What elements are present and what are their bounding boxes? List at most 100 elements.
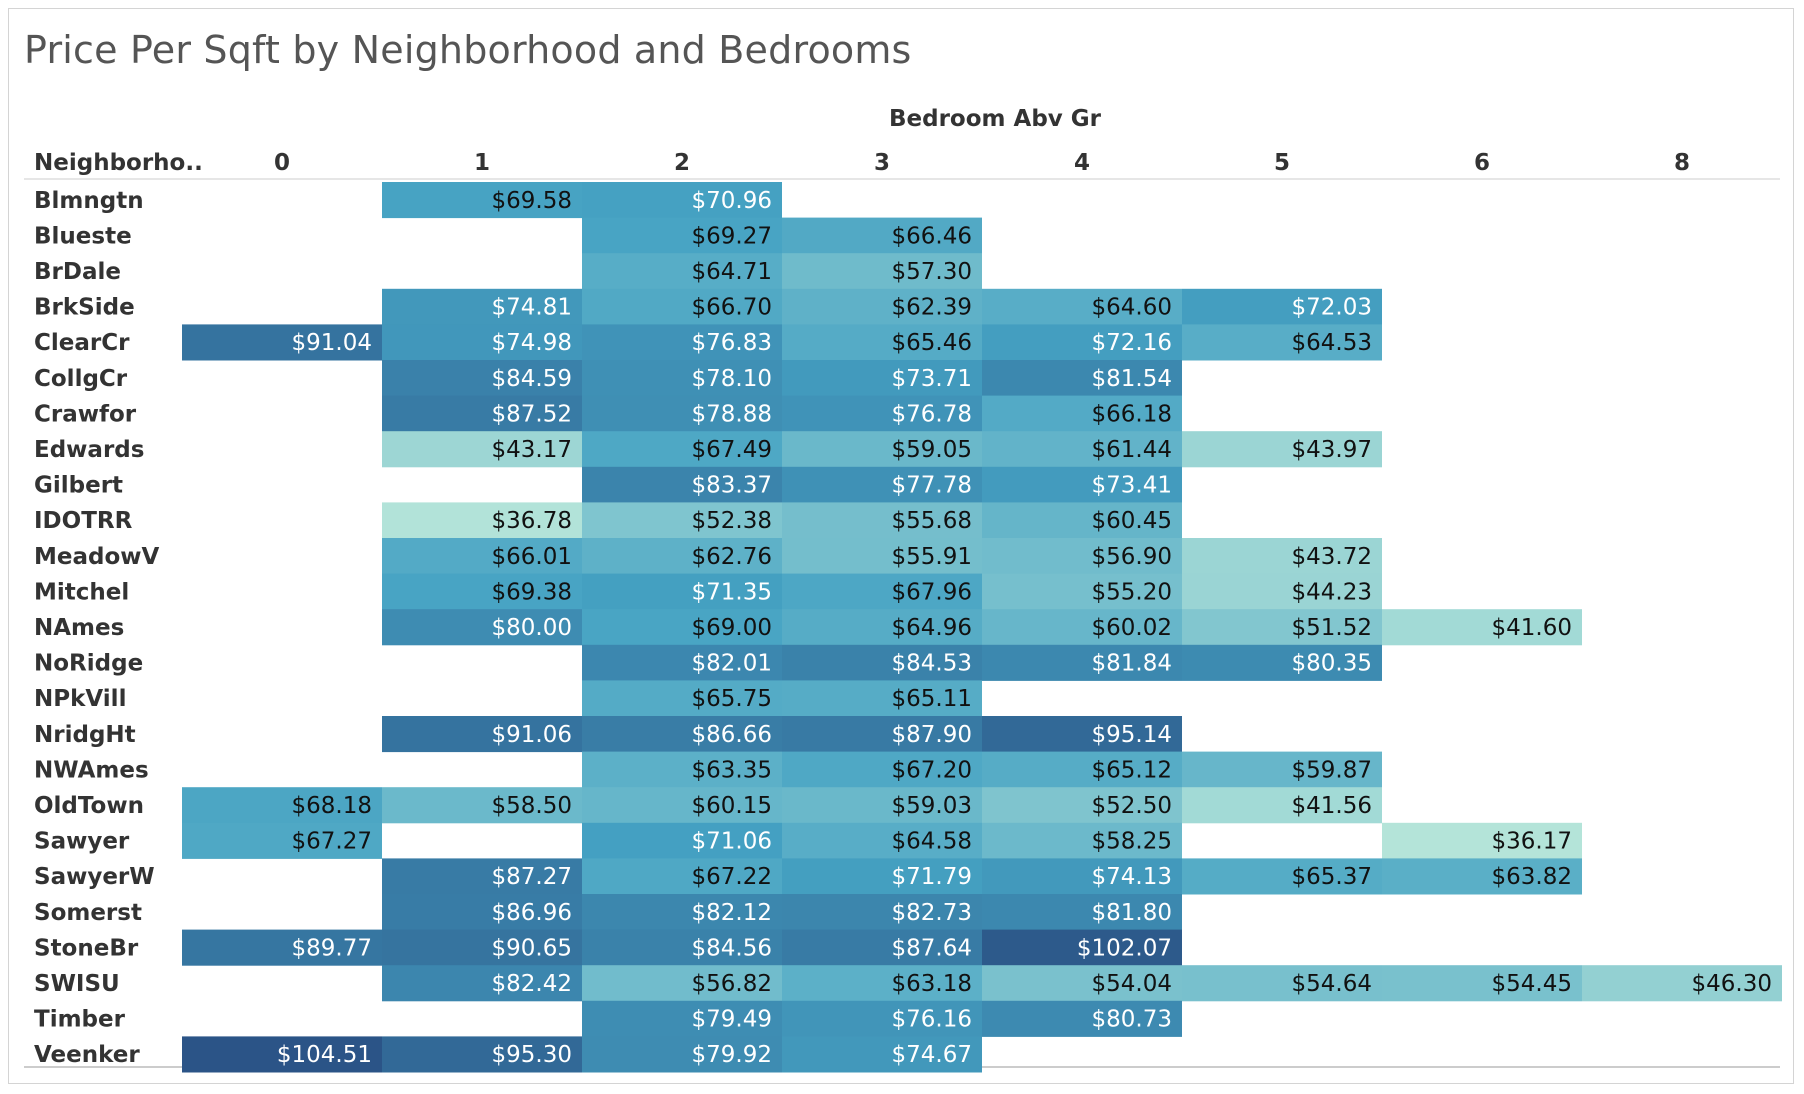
column-label: 0 bbox=[274, 150, 290, 176]
cell-value-label: $90.65 bbox=[492, 935, 572, 961]
cell-value-label: $81.84 bbox=[1092, 651, 1172, 677]
cell-value-label: $67.27 bbox=[292, 829, 372, 855]
cell-value-label: $84.53 bbox=[892, 651, 972, 677]
heatmap-cell bbox=[1182, 431, 1382, 468]
cell-value-label: $64.96 bbox=[892, 615, 972, 641]
heatmap-cell bbox=[182, 822, 382, 859]
heatmap-cell bbox=[582, 716, 782, 753]
heatmap-cell bbox=[782, 538, 982, 575]
column-label: 8 bbox=[1674, 150, 1690, 176]
row-label: Gilbert bbox=[34, 473, 123, 499]
row-label: Mitchel bbox=[34, 579, 129, 605]
cell-value-label: $73.41 bbox=[1092, 473, 1172, 499]
row-label: NoRidge bbox=[34, 651, 143, 677]
heatmap-cell bbox=[582, 751, 782, 788]
cell-value-label: $36.17 bbox=[1492, 829, 1572, 855]
heatmap-cell bbox=[382, 894, 582, 931]
heatmap-cell bbox=[182, 929, 382, 966]
heatmap-cell bbox=[782, 324, 982, 361]
heatmap-cell bbox=[782, 253, 982, 290]
heatmap-cell bbox=[782, 680, 982, 717]
cell-value-label: $43.97 bbox=[1292, 437, 1372, 463]
heatmap-cell bbox=[582, 253, 782, 290]
heatmap-cell bbox=[982, 787, 1182, 824]
cell-value-label: $65.37 bbox=[1292, 864, 1372, 890]
heatmap-cell bbox=[582, 360, 782, 397]
cell-value-label: $69.58 bbox=[492, 188, 572, 214]
heatmap-cell bbox=[1182, 573, 1382, 610]
cell-value-label: $63.18 bbox=[892, 971, 972, 997]
cell-value-label: $54.64 bbox=[1292, 971, 1372, 997]
cell-value-label: $82.42 bbox=[492, 971, 572, 997]
cell-value-label: $51.52 bbox=[1292, 615, 1372, 641]
heatmap-cell bbox=[382, 716, 582, 753]
heatmap-cell bbox=[782, 609, 982, 646]
heatmap-cell bbox=[782, 929, 982, 966]
row-header-title: Neighborho.. bbox=[34, 150, 203, 176]
heatmap-cell bbox=[782, 288, 982, 325]
cell-value-label: $63.35 bbox=[692, 757, 772, 783]
cell-value-label: $70.96 bbox=[692, 188, 772, 214]
cell-value-label: $104.51 bbox=[277, 1042, 372, 1068]
heatmap-cell bbox=[1382, 965, 1582, 1002]
heatmap-cell bbox=[782, 502, 982, 539]
heatmap-cell bbox=[382, 360, 582, 397]
cell-value-label: $74.81 bbox=[492, 295, 572, 321]
row-label: NWAmes bbox=[34, 757, 149, 783]
heatmap-cell bbox=[782, 1000, 982, 1037]
cell-value-label: $95.14 bbox=[1092, 722, 1172, 748]
cell-value-label: $91.06 bbox=[492, 722, 572, 748]
chart-title: Price Per Sqft by Neighborhood and Bedro… bbox=[24, 28, 912, 72]
cell-value-label: $86.66 bbox=[692, 722, 772, 748]
heatmap-cell bbox=[782, 573, 982, 610]
cell-value-label: $43.17 bbox=[492, 437, 572, 463]
heatmap-cell bbox=[782, 217, 982, 254]
row-label: SWISU bbox=[34, 971, 120, 997]
cell-value-label: $58.25 bbox=[1092, 829, 1172, 855]
heatmap-cell bbox=[982, 324, 1182, 361]
column-label: 5 bbox=[1274, 150, 1290, 176]
row-label: NAmes bbox=[34, 615, 124, 641]
heatmap-cell bbox=[782, 1036, 982, 1073]
heatmap-cell bbox=[782, 360, 982, 397]
cell-value-label: $76.83 bbox=[692, 330, 772, 356]
cell-value-label: $52.50 bbox=[1092, 793, 1172, 819]
cell-value-label: $36.78 bbox=[492, 508, 572, 534]
row-label: BrDale bbox=[34, 259, 121, 285]
heatmap-cell bbox=[1382, 609, 1582, 646]
cell-value-label: $62.76 bbox=[692, 544, 772, 570]
heatmap-cell bbox=[182, 787, 382, 824]
row-label: SawyerW bbox=[34, 864, 155, 890]
cell-value-label: $72.16 bbox=[1092, 330, 1172, 356]
heatmap-cell bbox=[382, 431, 582, 468]
heatmap-cell bbox=[582, 894, 782, 931]
heatmap-cell bbox=[582, 929, 782, 966]
heatmap-cell bbox=[382, 324, 582, 361]
cell-value-label: $67.49 bbox=[692, 437, 772, 463]
heatmap-cell bbox=[382, 395, 582, 432]
cell-value-label: $59.03 bbox=[892, 793, 972, 819]
cell-value-label: $71.06 bbox=[692, 829, 772, 855]
cell-value-label: $61.44 bbox=[1092, 437, 1172, 463]
cell-value-label: $65.75 bbox=[692, 686, 772, 712]
heatmap-cell bbox=[582, 680, 782, 717]
heatmap-cell bbox=[782, 431, 982, 468]
column-label: 3 bbox=[874, 150, 890, 176]
cell-value-label: $87.64 bbox=[892, 935, 972, 961]
heatmap-cell bbox=[982, 929, 1182, 966]
heatmap-cell bbox=[582, 965, 782, 1002]
heatmap-cell bbox=[982, 466, 1182, 503]
heatmap-cell bbox=[982, 360, 1182, 397]
cell-value-label: $72.03 bbox=[1292, 295, 1372, 321]
cell-value-label: $82.12 bbox=[692, 900, 772, 926]
heatmap-cells: $69.58 $70.96 $69.27 $66.46 $64.71 $57.30 $74.… bbox=[182, 182, 1782, 1073]
cell-value-label: $66.46 bbox=[892, 223, 972, 249]
cell-value-label: $59.87 bbox=[1292, 757, 1372, 783]
cell-value-label: $44.23 bbox=[1292, 579, 1372, 605]
cell-value-label: $80.00 bbox=[492, 615, 572, 641]
row-label: Sawyer bbox=[34, 829, 130, 855]
heatmap-cell bbox=[982, 395, 1182, 432]
cell-value-label: $66.70 bbox=[692, 295, 772, 321]
heatmap-cell bbox=[1182, 858, 1382, 895]
